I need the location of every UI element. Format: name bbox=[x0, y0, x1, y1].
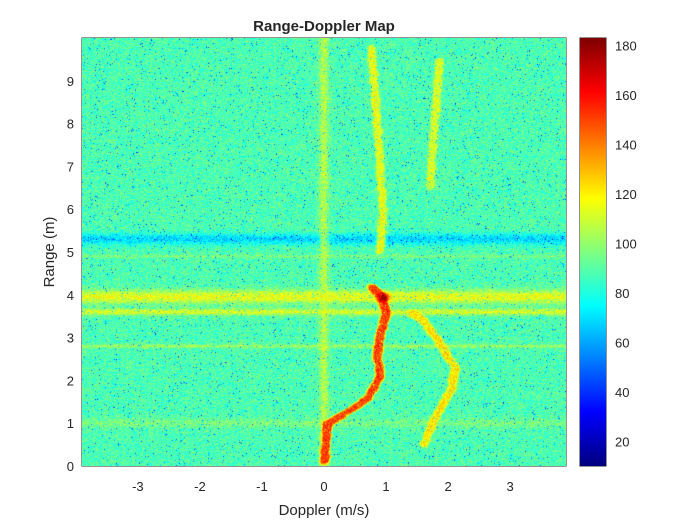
y-tick-label: 9 bbox=[67, 74, 74, 89]
y-tick-label: 0 bbox=[67, 459, 74, 474]
colorbar-tick-label: 140 bbox=[615, 137, 637, 152]
x-tick-label: 1 bbox=[382, 479, 389, 494]
colorbar-ticks: 20 40 60 80 100 120 140 160 180 bbox=[602, 38, 637, 449]
y-tick-label: 7 bbox=[67, 159, 74, 174]
colorbar-tick-label: 180 bbox=[615, 38, 637, 53]
chart-title: Range-Doppler Map bbox=[253, 18, 395, 35]
x-axis-label: Doppler (m/s) bbox=[279, 502, 370, 519]
x-tick-label: 0 bbox=[320, 479, 327, 494]
y-tick-label: 3 bbox=[67, 331, 74, 346]
range-doppler-heatmap bbox=[82, 38, 566, 466]
colorbar bbox=[580, 38, 606, 466]
x-tick-label: -3 bbox=[132, 479, 144, 494]
colorbar-tick-label: 60 bbox=[615, 335, 629, 350]
x-tick-label: 2 bbox=[444, 479, 451, 494]
y-tick-label: 8 bbox=[67, 117, 74, 132]
colorbar-tick-label: 40 bbox=[615, 385, 629, 400]
x-tick-label: -2 bbox=[194, 479, 206, 494]
colorbar-tick-label: 160 bbox=[615, 88, 637, 103]
x-tick-label: -1 bbox=[256, 479, 268, 494]
y-tick-label: 4 bbox=[67, 288, 74, 303]
y-axis-label: Range (m) bbox=[41, 217, 58, 288]
y-tick-label: 6 bbox=[67, 202, 74, 217]
colorbar-tick-label: 120 bbox=[615, 187, 637, 202]
colorbar-tick-label: 20 bbox=[615, 434, 629, 449]
y-tick-label: 2 bbox=[67, 373, 74, 388]
y-tick-label: 1 bbox=[67, 416, 74, 431]
y-tick-label: 5 bbox=[67, 245, 74, 260]
colorbar-tick-label: 100 bbox=[615, 236, 637, 251]
x-tick-label: 3 bbox=[507, 479, 514, 494]
colorbar-tick-label: 80 bbox=[615, 286, 629, 301]
